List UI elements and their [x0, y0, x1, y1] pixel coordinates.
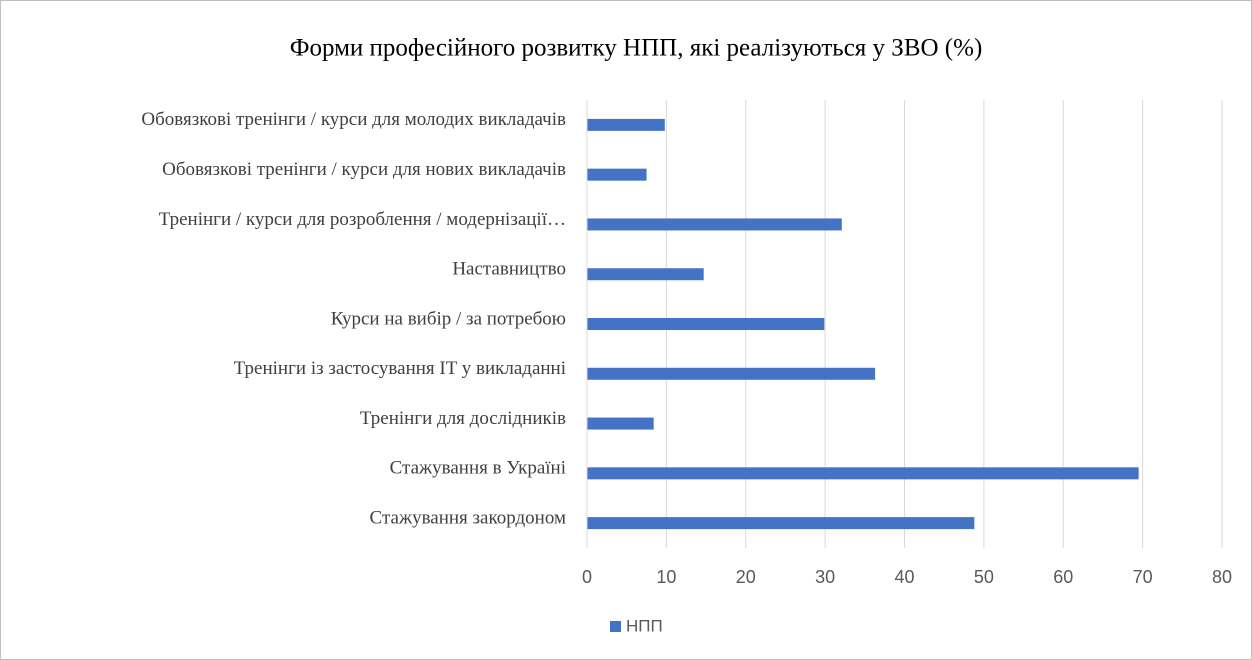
legend-swatch: [610, 621, 621, 632]
y-tick-label: Курси на вибір / за потребою: [331, 308, 566, 329]
y-tick-label: Тренінги із застосування IT у викладанні: [234, 358, 566, 379]
bar: [587, 118, 665, 131]
y-tick-label: Стажування в Україні: [390, 458, 566, 479]
x-tick-label: 40: [894, 567, 914, 587]
x-tick-label: 50: [974, 567, 994, 587]
x-tick-label: 30: [815, 567, 835, 587]
x-tick-label: 10: [656, 567, 676, 587]
y-tick-label: Наставництво: [452, 259, 566, 280]
y-tick-label: Тренінги для дослідників: [360, 408, 566, 429]
bar: [587, 268, 704, 281]
y-tick-label: Обовязкові тренінги / курси для нових ви…: [162, 159, 566, 180]
chart-title: Форми професійного розвитку НПП, які реа…: [290, 35, 983, 62]
x-tick-label: 80: [1212, 567, 1232, 587]
y-tick-label: Тренінги / курси для розроблення / модер…: [159, 209, 566, 230]
bar: [587, 318, 825, 330]
x-tick-label: 60: [1053, 567, 1073, 587]
x-tick-label: 20: [736, 567, 756, 587]
y-tick-label: Обовязкові тренінги / курси для молодих …: [141, 109, 566, 130]
x-tick-label: 0: [582, 567, 592, 587]
legend-label: НПП: [626, 616, 663, 635]
bar: [587, 168, 647, 181]
bar: [587, 467, 1139, 480]
x-tick-label: 70: [1133, 567, 1153, 587]
bar: [587, 417, 654, 430]
bar: [587, 367, 876, 380]
bar: [587, 517, 975, 530]
y-tick-label: Стажування закордоном: [370, 507, 566, 528]
bar: [587, 218, 842, 231]
